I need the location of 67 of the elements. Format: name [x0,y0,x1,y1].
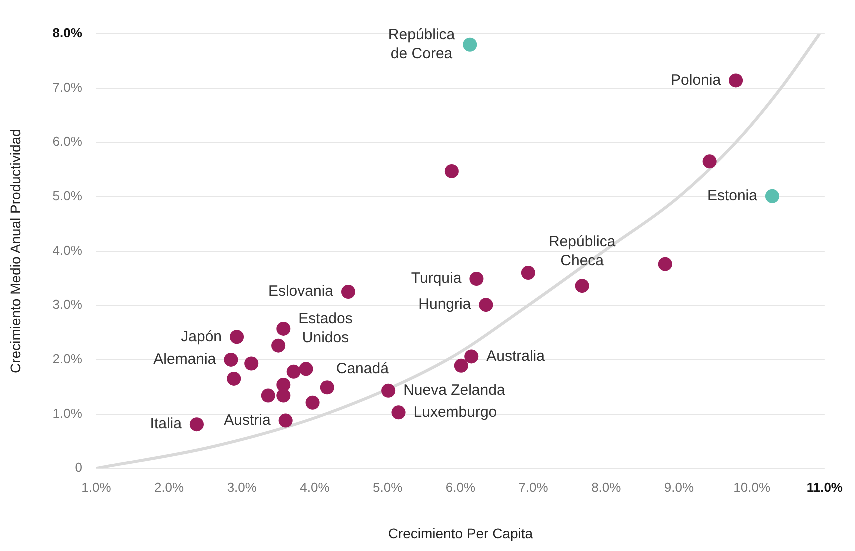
point [479,298,494,312]
point [278,414,293,428]
x-tick-label: 11.0% [806,480,844,495]
point [729,74,744,88]
annotation: Nueva Zelanda [404,382,506,400]
x-tick-label: 10.0% [734,480,771,495]
y-tick-label: 6.0% [52,134,83,150]
x-tick-label: 5.0% [373,480,404,495]
point [227,372,242,386]
y-tick-label: 2.0% [52,352,83,367]
point [765,189,780,204]
point [382,384,396,398]
annotation: Polonia [671,72,722,89]
annotation: Canadá [336,360,390,378]
point [224,352,238,367]
annotation: Japón [181,328,222,346]
x-tick-label: 6.0% [446,480,476,495]
y-tick-label: 3.0% [52,297,83,312]
annotation: República Checa [548,234,616,270]
x-tick-label: 7.0% [518,480,549,495]
annotation: Eslovania [268,283,334,300]
point [276,322,291,336]
x-axis-title: Crecimiento Per Capita [388,525,534,542]
annotation: República de Corea [388,26,456,63]
point [261,388,276,403]
y-axis-title: Crecimiento Medio Anual Productividad [7,129,24,374]
annotation: Australia [486,348,546,365]
point [463,38,478,52]
y-tick-label: 8.0% [52,26,83,41]
annotation: Estados Unidos [298,310,353,347]
point [702,154,717,169]
x-tick-label: 2.0% [154,480,185,495]
point [306,396,320,410]
x-tick-label: 3.0% [227,480,258,495]
point [392,406,406,420]
y-tick-label: 1.0% [52,406,83,421]
point [286,364,301,379]
annotation: Luxemburgo [414,404,498,421]
point [244,356,259,371]
point [190,418,204,432]
annotation: Estonia [707,188,758,205]
y-tick-label: 5.0% [52,188,83,204]
annotation: Hungria [418,296,472,314]
point [470,272,484,286]
x-tick-label: 9.0% [664,480,694,495]
point [454,358,468,373]
y-tick-label: 7.0% [52,80,83,95]
point [658,257,672,272]
y-tick-label: 4.0% [52,242,83,258]
annotation: Italia [150,416,183,433]
point [299,362,314,376]
x-tick-label: 1.0% [82,480,112,495]
point [230,330,244,344]
point [575,279,590,294]
annotation: Turquia [411,270,462,288]
point [272,338,286,353]
point [521,266,536,280]
point [444,164,459,178]
x-tick-label: 8.0% [592,480,622,495]
annotation: Alemania [154,351,217,368]
annotation: Austria [224,412,272,429]
y-tick-label: 0 [75,460,82,476]
point [276,388,291,403]
point [341,285,356,300]
point [464,350,479,364]
x-tick-label: 4.0% [300,480,330,495]
point [320,380,334,395]
